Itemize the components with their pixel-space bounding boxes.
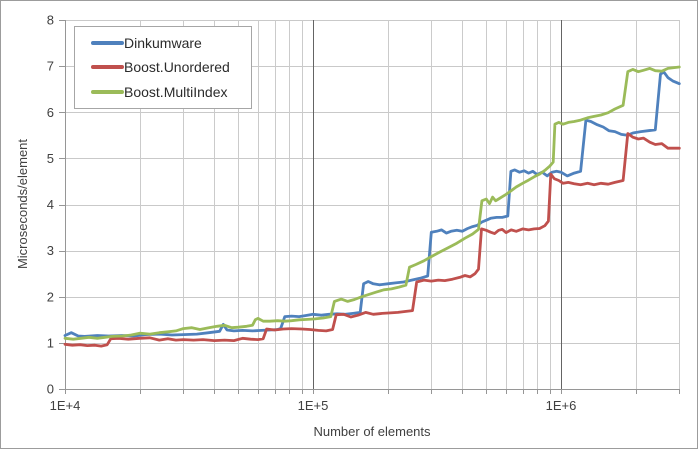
y-tick-label: 8 — [47, 13, 54, 28]
legend: Dinkumware Boost.Unordered Boost.MultiIn… — [74, 26, 252, 109]
boost-unordered-line-swatch — [91, 65, 124, 70]
y-tick-label: 6 — [47, 105, 54, 120]
x-tick-label: 1E+5 — [298, 398, 329, 413]
y-tick-label: 4 — [47, 197, 54, 212]
y-tick-label: 0 — [47, 382, 54, 397]
x-tick-label: 1E+4 — [50, 398, 81, 413]
legend-item-dinkumware: Dinkumware — [91, 35, 251, 51]
legend-label: Dinkumware — [124, 35, 202, 52]
dinkumware-line-swatch — [91, 41, 124, 46]
boost-multiindex-line-swatch — [91, 89, 124, 94]
y-tick-label: 5 — [47, 151, 54, 166]
series-line-boost-multiindex — [63, 65, 681, 341]
x-tick-label: 1E+6 — [546, 398, 577, 413]
legend-label: Boost.Unordered — [124, 59, 230, 76]
legend-item-boost-unordered: Boost.Unordered — [91, 59, 251, 75]
series-line-dinkumware — [63, 70, 681, 338]
series-line-boost-unordered — [63, 132, 681, 348]
legend-item-boost-multiindex: Boost.MultiIndex — [91, 84, 251, 100]
y-tick-label: 2 — [47, 289, 54, 304]
legend-label: Boost.MultiIndex — [124, 83, 228, 100]
x-axis-title: Number of elements — [313, 424, 431, 439]
y-tick-label: 7 — [47, 59, 54, 74]
y-tick-label: 3 — [47, 243, 54, 258]
y-tick-label: 1 — [47, 335, 54, 350]
y-axis-title: Microseconds/element — [15, 138, 30, 270]
